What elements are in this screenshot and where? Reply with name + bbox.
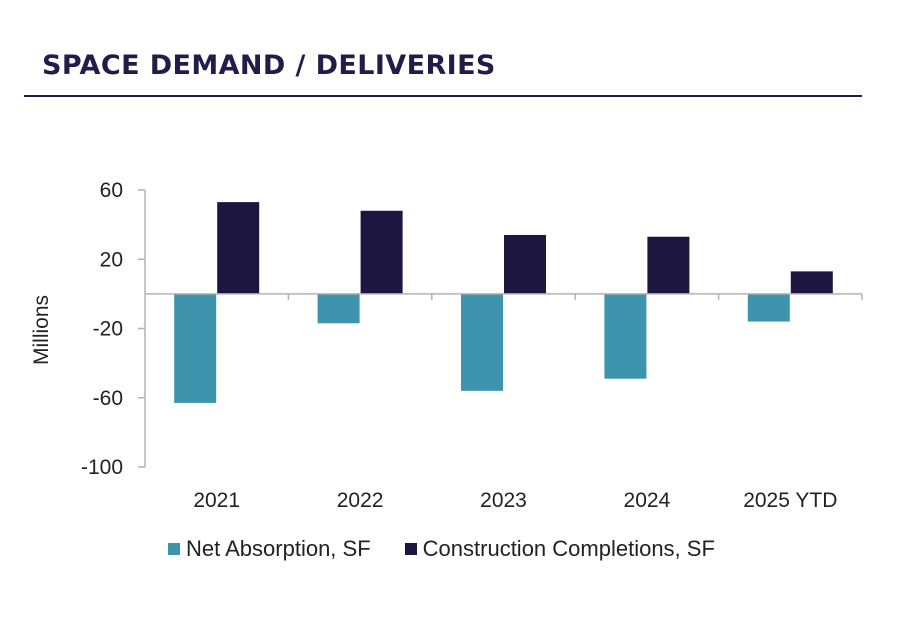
- legend: Net Absorption, SF Construction Completi…: [168, 536, 749, 562]
- y-axis-ticks: [138, 189, 145, 468]
- legend-label-net-absorption: Net Absorption, SF: [186, 536, 371, 561]
- legend-item-construction-completions: Construction Completions, SF: [404, 536, 715, 562]
- y-tick-label: -100: [81, 456, 123, 479]
- net-absorption-bar: [461, 293, 503, 391]
- x-tick-label: 2025 YTD: [743, 489, 837, 512]
- construction-completions-bar: [360, 210, 403, 294]
- legend-label-construction-completions: Construction Completions, SF: [422, 536, 715, 561]
- x-axis-labels: 2021 2022 2023 2024 2025 YTD: [193, 489, 837, 512]
- net-absorption-bar: [174, 293, 217, 403]
- y-axis-labels: 60 20 -20 -60 -100: [81, 179, 123, 479]
- legend-swatch-net-absorption: [168, 543, 180, 555]
- construction-completions-bar: [504, 235, 546, 294]
- bar-series: [174, 202, 833, 403]
- title-divider: [24, 95, 862, 97]
- chart-title: SPACE DEMAND / DELIVERIES: [42, 50, 496, 81]
- x-tick-label: 2024: [624, 489, 671, 512]
- x-tick-label: 2023: [480, 489, 527, 512]
- net-absorption-bar: [604, 293, 647, 379]
- construction-completions-bar: [647, 236, 690, 294]
- axes: [144, 190, 863, 467]
- y-axis-title: Millions: [30, 295, 53, 365]
- y-tick-label: 20: [100, 248, 123, 271]
- legend-item-net-absorption: Net Absorption, SF: [168, 536, 371, 562]
- y-tick-label: -60: [93, 387, 123, 410]
- x-tick-label: 2021: [193, 489, 240, 512]
- net-absorption-bar: [317, 293, 360, 324]
- net-absorption-bar: [747, 293, 790, 322]
- construction-completions-bar: [217, 202, 260, 294]
- legend-swatch-construction-completions: [404, 543, 417, 555]
- construction-completions-bar: [790, 271, 833, 294]
- x-tick-label: 2022: [337, 489, 384, 512]
- y-tick-label: -20: [93, 318, 123, 341]
- y-tick-label: 60: [100, 179, 123, 202]
